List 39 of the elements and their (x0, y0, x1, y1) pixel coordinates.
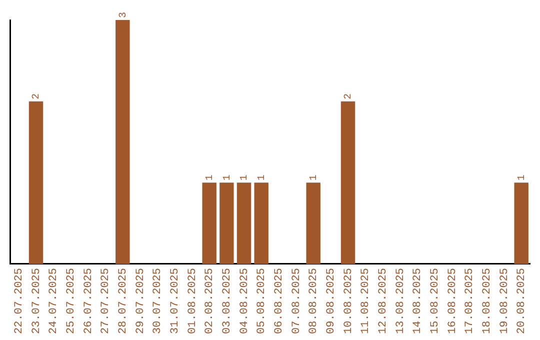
data-label: 1 (516, 174, 528, 181)
x-tick-label: 07.08.2025 (290, 268, 303, 334)
x-tick-label: 20.08.2025 (516, 268, 528, 334)
x-tick-label: 16.08.2025 (446, 268, 459, 334)
x-tick-label: 09.08.2025 (326, 268, 338, 334)
data-label: 1 (240, 174, 251, 181)
data-label: 1 (204, 174, 216, 181)
x-tick-label: 02.08.2025 (204, 268, 216, 334)
x-tick-label: 04.08.2025 (238, 268, 251, 334)
x-tick-label: 23.07.2025 (30, 268, 43, 334)
x-tick-label: 03.08.2025 (222, 268, 234, 334)
x-tick-label: 13.08.2025 (394, 268, 407, 334)
x-tick-label: 08.08.2025 (308, 268, 320, 334)
x-tick-label: 22.07.2025 (14, 268, 26, 334)
data-label: 2 (32, 93, 43, 100)
data-label: 1 (256, 174, 268, 181)
x-tick-label: 24.07.2025 (48, 268, 60, 334)
x-tick-label: 27.07.2025 (100, 268, 112, 334)
x-tick-label: 15.08.2025 (430, 268, 442, 334)
x-tick-label: 14.08.2025 (412, 268, 424, 334)
x-tick-label: 31.07.2025 (170, 268, 182, 334)
x-tick-label: 28.07.2025 (118, 268, 130, 334)
x-tick-label: 01.08.2025 (186, 268, 199, 334)
data-label: 3 (118, 12, 130, 18)
x-tick-label: 26.07.2025 (82, 268, 95, 334)
x-tick-label: 17.08.2025 (464, 268, 476, 334)
x-tick-label: 30.07.2025 (152, 268, 164, 334)
x-tick-label: 06.08.2025 (274, 268, 286, 334)
x-tick-label: 12.08.2025 (378, 268, 390, 334)
x-tick-label: 29.07.2025 (134, 268, 147, 334)
x-tick-label: 25.07.2025 (66, 268, 78, 334)
x-tick-label: 11.08.2025 (360, 268, 372, 334)
x-tick-label: 05.08.2025 (256, 268, 268, 334)
x-tick-label: 18.08.2025 (482, 268, 494, 334)
data-label: 1 (308, 174, 320, 181)
data-label: 2 (344, 93, 355, 100)
x-tick-label: 10.08.2025 (342, 268, 355, 334)
x-tick-label: 19.08.2025 (498, 268, 511, 334)
data-label: 1 (222, 174, 234, 181)
